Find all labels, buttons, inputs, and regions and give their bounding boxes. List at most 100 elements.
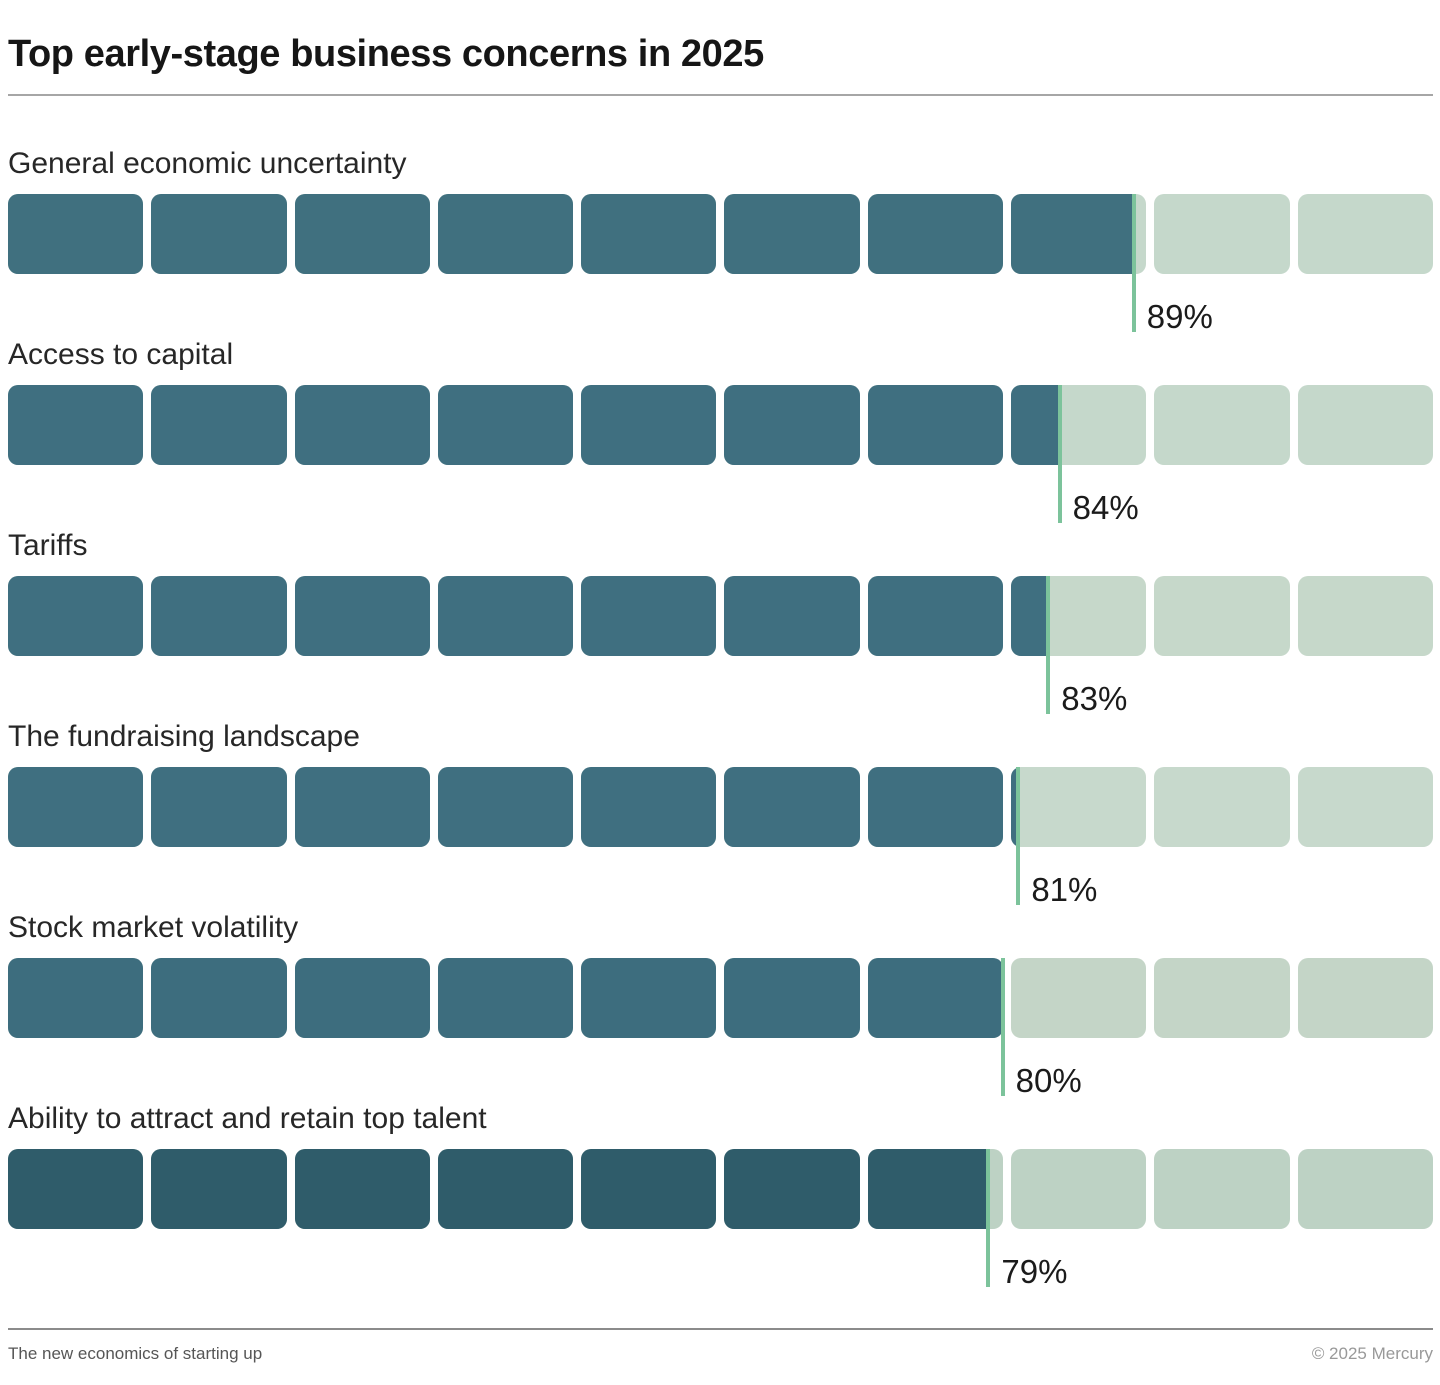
chart-row: General economic uncertainty 89% xyxy=(8,146,1433,337)
row-label: General economic uncertainty xyxy=(8,147,407,180)
row-label: Tariffs xyxy=(8,529,88,562)
chart-row: Tariffs 83% xyxy=(8,528,1433,719)
bar-segment xyxy=(1154,194,1290,274)
bar-segment-filled xyxy=(294,194,430,274)
value-tick xyxy=(1131,194,1136,332)
bar-segment-filled xyxy=(151,767,287,847)
bar-segment-filled xyxy=(724,576,860,656)
chart-rows: General economic uncertainty 89% Access … xyxy=(8,146,1433,1292)
value-tick xyxy=(1046,576,1051,714)
bar-segment-filled xyxy=(151,1149,287,1229)
bar-segment-filled xyxy=(437,958,574,1038)
bar-segment-filled xyxy=(437,767,574,847)
bar-fill-track xyxy=(8,576,1049,656)
chart-row: Access to capital 84% xyxy=(8,337,1433,528)
bar-segment xyxy=(1154,576,1290,656)
footer: The new economics of starting up © 2025 … xyxy=(8,1330,1433,1364)
bar-segment-filled xyxy=(437,194,574,274)
bar-fill xyxy=(8,385,1060,465)
bar-wrap: 84% xyxy=(8,385,1433,526)
bar-segment xyxy=(1297,958,1433,1038)
title-divider xyxy=(8,94,1433,96)
bar-segment-filled xyxy=(581,194,717,274)
bar-segment-filled xyxy=(867,1149,989,1229)
bar-segment-filled xyxy=(1011,767,1019,847)
bar-segment-filled xyxy=(724,958,860,1038)
bar-segment-filled xyxy=(294,958,430,1038)
bar-segment-filled xyxy=(581,576,717,656)
bar-wrap: 81% xyxy=(8,767,1433,908)
bar-segment-filled xyxy=(8,385,144,465)
bar-segment xyxy=(1154,385,1290,465)
value-label: 81% xyxy=(1031,871,1098,908)
row-label: The fundraising landscape xyxy=(8,720,360,753)
bar-segment xyxy=(1154,767,1290,847)
bar-segment-filled xyxy=(867,958,1003,1038)
bar-fill-track xyxy=(8,767,1019,847)
bar-segment-filled xyxy=(294,385,430,465)
bar-segment xyxy=(1154,1149,1290,1229)
bar-segment-filled xyxy=(1011,194,1134,274)
bar-segment-filled xyxy=(724,194,860,274)
bar-segment-filled xyxy=(8,767,144,847)
bar-segment-filled xyxy=(867,767,1004,847)
bar-segment-filled xyxy=(437,385,574,465)
bar-segment-filled xyxy=(437,1149,574,1229)
bar-segment-filled xyxy=(724,767,860,847)
value-tick xyxy=(1000,958,1005,1096)
bar-segment-filled xyxy=(294,767,430,847)
bar-fill xyxy=(8,767,1019,847)
row-label: Stock market volatility xyxy=(8,911,299,944)
bar-fill-track xyxy=(8,194,1134,274)
value-label: 79% xyxy=(1001,1253,1068,1290)
bar-wrap: 79% xyxy=(8,1149,1433,1290)
bar-segment-filled xyxy=(294,1149,430,1229)
bar-segment-filled xyxy=(151,385,287,465)
bar-segment xyxy=(1297,576,1433,656)
bar-segment-filled xyxy=(724,1149,860,1229)
bar-segment-filled xyxy=(867,385,1004,465)
chart-row: Stock market volatility 80% xyxy=(8,910,1433,1101)
bar-segment xyxy=(1011,1149,1147,1229)
value-tick xyxy=(1057,385,1062,523)
bar-fill xyxy=(8,194,1134,274)
bar-segment-filled xyxy=(1011,385,1060,465)
bar-segment xyxy=(1297,194,1433,274)
bar-segment-filled xyxy=(437,576,574,656)
footer-divider xyxy=(8,1328,1433,1330)
value-label: 89% xyxy=(1146,298,1213,335)
bar-segment xyxy=(1297,767,1433,847)
bar-fill xyxy=(8,576,1049,656)
bar-segment-filled xyxy=(151,576,287,656)
bar-wrap: 89% xyxy=(8,194,1433,335)
bar-segment-filled xyxy=(867,194,1004,274)
bar-segment-filled xyxy=(294,576,430,656)
bar-fill-track xyxy=(8,385,1060,465)
bar-segment-filled xyxy=(581,767,717,847)
bar-segment-filled xyxy=(8,958,144,1038)
footer-tagline: The new economics of starting up xyxy=(8,1344,263,1363)
bar-segment-filled xyxy=(724,385,860,465)
row-label: Ability to attract and retain top talent xyxy=(8,1102,487,1135)
bar-segment-filled xyxy=(581,1149,717,1229)
bar-segment-filled xyxy=(151,194,287,274)
bar-segment-filled xyxy=(8,194,144,274)
value-label: 80% xyxy=(1015,1062,1082,1099)
value-tick xyxy=(986,1149,991,1287)
bar-segment-filled xyxy=(8,1149,144,1229)
bar-segment-filled xyxy=(581,385,717,465)
bar-wrap: 80% xyxy=(8,958,1433,1099)
bar-fill-track xyxy=(8,958,1003,1038)
bar-segment-filled xyxy=(581,958,717,1038)
bar-segment-filled xyxy=(867,576,1004,656)
bar-fill xyxy=(8,958,1003,1038)
bar-fill xyxy=(8,1149,989,1229)
value-tick xyxy=(1016,767,1021,905)
bar-segment xyxy=(1297,1149,1433,1229)
value-label: 83% xyxy=(1061,680,1128,717)
bar-segment xyxy=(1011,958,1147,1038)
footer-copyright: © 2025 Mercury xyxy=(1311,1344,1433,1363)
bar-segment xyxy=(1154,958,1290,1038)
bar-fill-track xyxy=(8,1149,989,1229)
